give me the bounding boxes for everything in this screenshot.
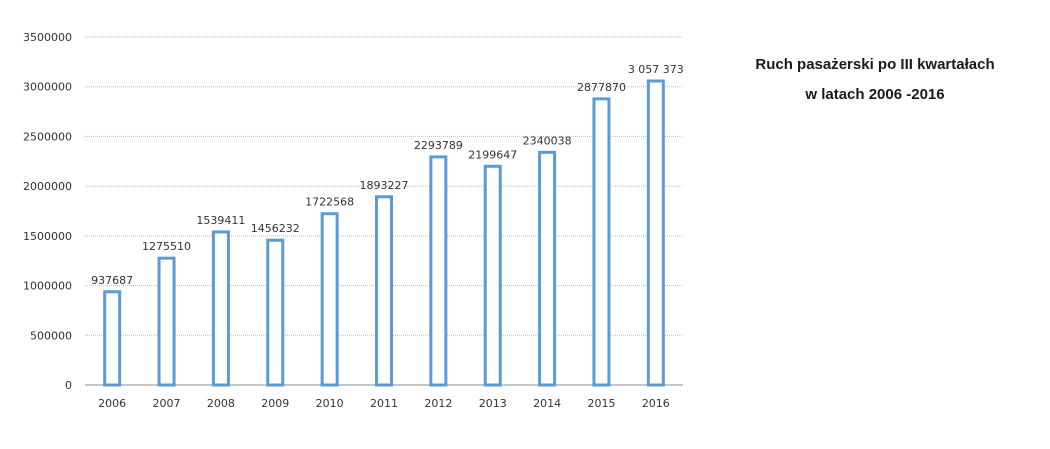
data-label-2014: 2340038: [523, 134, 572, 147]
data-labels: 937687 1275510 1539411 1456232 1722568 189322…: [91, 63, 684, 287]
bar-2013: [483, 164, 502, 387]
x-tick-label-2012: 2012: [424, 397, 452, 410]
x-tick-label-2015: 2015: [587, 397, 615, 410]
x-tick-label-2007: 2007: [153, 397, 181, 410]
bar-2012: [429, 155, 448, 387]
chart-title: Ruch pasażerski po III kwartałach w lata…: [700, 50, 1050, 110]
chart-title-line-2: w latach 2006 -2016: [805, 86, 945, 103]
y-tick-label: 1500000: [23, 230, 72, 243]
bar-2010: [320, 212, 339, 387]
x-tick-label-2014: 2014: [533, 397, 561, 410]
y-tick-label: 3000000: [23, 81, 72, 94]
bar-2009: [266, 238, 285, 387]
y-tick-label: 3500000: [23, 31, 72, 44]
data-label-2006: 937687: [91, 274, 133, 287]
data-label-2016: 3 057 373: [628, 63, 684, 76]
y-tick-label: 1000000: [23, 280, 72, 293]
chart-title-line-1: Ruch pasażerski po III kwartałach: [755, 56, 995, 73]
y-tick-label: 2500000: [23, 130, 72, 143]
data-label-2009: 1456232: [251, 222, 300, 235]
data-label-2007: 1275510: [142, 240, 191, 253]
y-tick-label: 500000: [30, 329, 72, 342]
x-tick-label-2008: 2008: [207, 397, 235, 410]
x-tick-label-2010: 2010: [316, 397, 344, 410]
x-tick-label-2011: 2011: [370, 397, 398, 410]
x-tick-label-2009: 2009: [261, 397, 289, 410]
x-axis-tick-labels: 2006 2007 2008 2009 2010 2011 2012 2013 2014 2015…: [98, 397, 670, 410]
data-label-2008: 1539411: [196, 214, 245, 227]
bars: [103, 79, 665, 387]
bar-chart: 0 500000 1000000 1500000 2000000 2500000 30000…: [23, 31, 684, 410]
bar-2011: [375, 195, 393, 387]
data-label-2013: 2199647: [468, 148, 517, 161]
y-axis-tick-labels: 0 500000 1000000 1500000 2000000 2500000 30000…: [23, 31, 72, 392]
x-tick-label-2016: 2016: [642, 397, 670, 410]
bar-2016: [646, 79, 665, 387]
bar-2007: [157, 256, 176, 387]
x-tick-label-2013: 2013: [479, 397, 507, 410]
y-tick-label: 2000000: [23, 180, 72, 193]
data-label-2011: 1893227: [360, 179, 409, 192]
bar-2014: [538, 150, 557, 387]
bar-2015: [592, 97, 611, 387]
bar-2006: [103, 290, 122, 387]
data-label-2012: 2293789: [414, 139, 463, 152]
x-tick-label-2006: 2006: [98, 397, 126, 410]
data-label-2015: 2877870: [577, 81, 626, 94]
bar-2008: [211, 230, 230, 387]
data-label-2010: 1722568: [305, 196, 354, 209]
y-tick-label: 0: [65, 379, 72, 392]
